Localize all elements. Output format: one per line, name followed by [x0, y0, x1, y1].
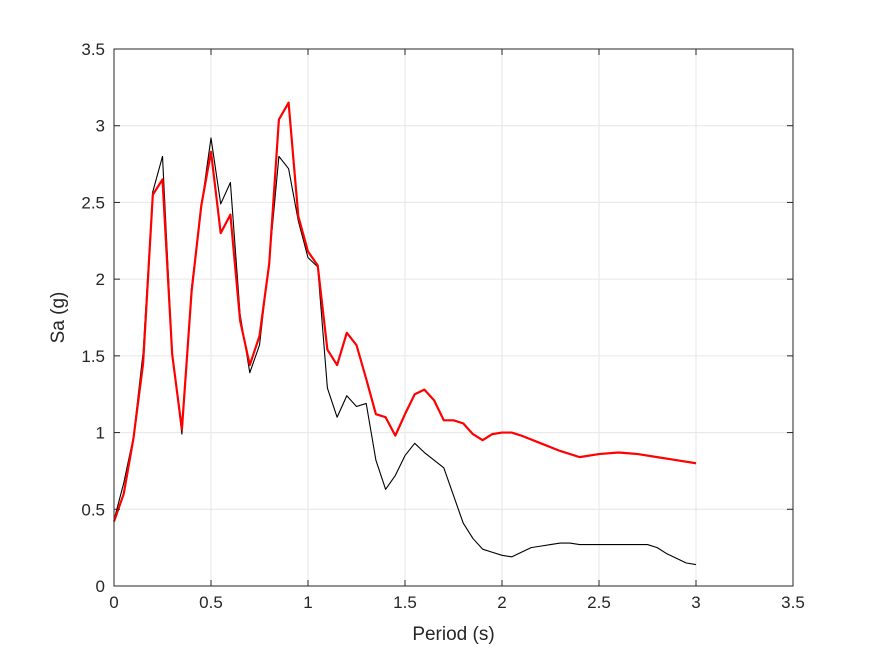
- series-line-2: [112, 101, 697, 522]
- axes-box: [113, 48, 794, 587]
- y-tick-label: 0: [96, 577, 105, 596]
- x-tick-label: 1.5: [393, 593, 417, 612]
- x-tick-label: 3.5: [781, 593, 805, 612]
- x-tick-labels: 0 0.5 1 1.5 2 2.5 3 3.5: [109, 593, 805, 612]
- x-tick-label: 0.5: [199, 593, 223, 612]
- x-tick-label: 2: [497, 593, 506, 612]
- y-tick-labels: 0 0.5 1 1.5 2 2.5 3 3.5: [81, 40, 105, 596]
- y-tick-label: 3.5: [81, 40, 105, 59]
- y-tick-label: 1.5: [81, 347, 105, 366]
- axes: [113, 48, 794, 587]
- x-tick-label: 1: [303, 593, 312, 612]
- series-group: [112, 101, 697, 566]
- y-tick-label: 0.5: [81, 500, 105, 519]
- x-tick-label: 3: [691, 593, 700, 612]
- x-tick-label: 0: [109, 593, 118, 612]
- x-axis-label: Period (s): [412, 624, 494, 645]
- grid: [113, 48, 794, 587]
- y-tick-label: 1: [96, 424, 105, 443]
- plot-area: [114, 49, 793, 586]
- y-tick-label: 3: [96, 117, 105, 136]
- y-axis-label: Sa (g): [48, 292, 69, 344]
- x-tick-label: 2.5: [587, 593, 611, 612]
- series-line-1: [113, 137, 697, 566]
- y-tick-label: 2.5: [81, 193, 105, 212]
- y-tick-label: 2: [96, 270, 105, 289]
